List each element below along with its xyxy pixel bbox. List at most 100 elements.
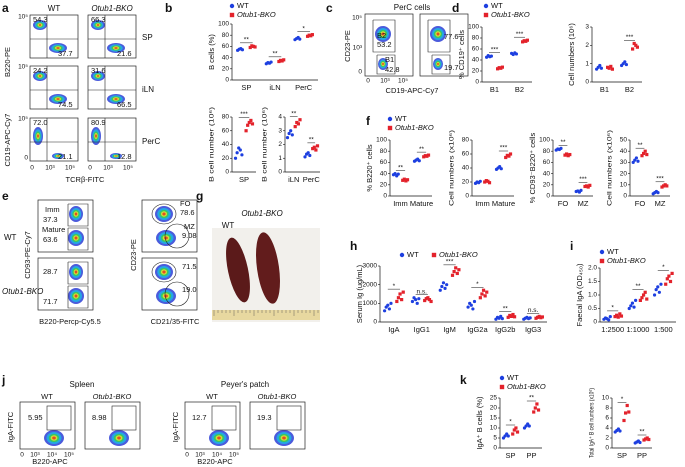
axis-label: B220-APC xyxy=(32,457,68,466)
gate xyxy=(431,54,451,75)
tick-label: 10⁵ xyxy=(64,452,74,459)
y-tick-label: 3 xyxy=(278,127,282,134)
data-point xyxy=(440,284,444,289)
y-tick-label: 0 xyxy=(225,77,229,84)
plot-frame xyxy=(37,257,94,311)
gate-value: 12.8 xyxy=(117,152,132,161)
data-point xyxy=(664,282,668,286)
significance: ** xyxy=(309,137,315,144)
y-tick-label: 0 xyxy=(383,193,387,200)
data-point xyxy=(487,181,492,185)
data-point xyxy=(506,315,510,319)
data-point xyxy=(400,298,404,302)
data-point xyxy=(290,133,294,137)
legend-label: Otub1-BKO xyxy=(395,123,434,132)
x-tick-label: B2 xyxy=(625,85,634,94)
data-point xyxy=(507,154,511,158)
significance: * xyxy=(621,396,624,403)
density-blob xyxy=(114,47,118,49)
tick-label: 10⁵ xyxy=(398,78,408,85)
gate-value: 19.0 xyxy=(182,285,197,294)
data-point xyxy=(454,266,458,270)
x-tick-label: PP xyxy=(637,451,647,460)
tick-label: 10³ xyxy=(353,45,363,52)
panel-label: h xyxy=(350,239,357,253)
legend-marker xyxy=(499,384,505,390)
legend-label: Otub1-BKO xyxy=(607,256,646,265)
data-point xyxy=(438,288,442,292)
tick-label: 10³ xyxy=(195,452,205,459)
significance: ** xyxy=(244,37,250,44)
data-point xyxy=(499,167,503,171)
legend-marker xyxy=(499,375,505,381)
y-tick-label: 2 xyxy=(585,42,589,49)
gate-value: 66.5 xyxy=(117,100,132,109)
data-point xyxy=(415,301,419,305)
y-tick-label: 60 xyxy=(543,159,551,166)
tick-label: 0 xyxy=(20,452,24,459)
significance: ** xyxy=(529,395,535,402)
data-point xyxy=(481,288,486,292)
data-point xyxy=(389,301,393,305)
data-point xyxy=(640,154,644,158)
data-point xyxy=(579,188,583,192)
tick-label: 0 xyxy=(366,78,370,85)
data-point xyxy=(645,297,649,301)
tick-label: 0 xyxy=(185,452,189,459)
tick-label: 10⁵ xyxy=(229,452,239,459)
y-tick-label: 4 xyxy=(278,114,282,121)
data-point xyxy=(512,428,516,432)
density-blob xyxy=(74,294,78,298)
gate-value: 19.3 xyxy=(257,413,272,422)
significance: *** xyxy=(656,176,664,183)
data-point xyxy=(509,314,513,318)
data-point xyxy=(635,45,639,49)
legend-marker xyxy=(229,12,235,18)
gate-value: 9.08 xyxy=(182,231,197,240)
y-tick-label: 40 xyxy=(620,148,628,155)
legend-label: Otub1-BKO xyxy=(491,10,530,19)
significance: *** xyxy=(626,34,634,41)
plot-frame xyxy=(87,65,137,110)
data-point xyxy=(654,288,658,292)
column-header: Otub1-BKO xyxy=(241,209,282,218)
y-tick-label: 80 xyxy=(222,32,230,39)
tick-label: 0 xyxy=(88,165,92,172)
data-point xyxy=(657,290,661,294)
significance: n.s. xyxy=(528,307,539,314)
significance: *** xyxy=(491,46,499,53)
y-tick-label: 0 xyxy=(475,79,479,86)
row-label: iLN xyxy=(142,85,154,94)
row-label: PerC xyxy=(142,137,160,146)
data-point xyxy=(426,296,430,300)
significance: ** xyxy=(291,110,297,117)
significance: *** xyxy=(446,259,454,266)
x-tick-label: SP xyxy=(617,451,627,460)
data-point xyxy=(638,440,642,445)
gate-value: 72.0 xyxy=(33,118,48,127)
data-point xyxy=(298,118,302,122)
data-point xyxy=(536,408,541,412)
panel-label: a xyxy=(2,1,9,15)
data-point xyxy=(643,290,647,294)
legend-label: WT xyxy=(395,114,407,123)
gate xyxy=(427,19,451,53)
gate-value: 63.6 xyxy=(43,235,58,244)
gate-label: Imm xyxy=(45,205,60,214)
density-blob xyxy=(56,98,60,100)
y-tick-label: 40 xyxy=(472,57,480,64)
y-axis-label: IgA⁺ B cells (%) xyxy=(475,396,484,450)
tick-label: 10⁵ xyxy=(18,116,28,123)
significance: ** xyxy=(560,139,566,146)
tick-label: 0 xyxy=(358,69,362,76)
density-blob xyxy=(217,436,221,440)
data-point xyxy=(625,403,629,408)
plot-frame xyxy=(29,14,79,59)
data-point xyxy=(566,154,570,158)
y-tick-label: 20 xyxy=(222,66,230,73)
tick-label: 10³ xyxy=(103,165,113,172)
legend-label: WT xyxy=(507,373,519,382)
plot-frame xyxy=(249,401,306,450)
axis-label: CD93-PE-Cy7 xyxy=(23,231,32,279)
data-point xyxy=(427,298,432,302)
